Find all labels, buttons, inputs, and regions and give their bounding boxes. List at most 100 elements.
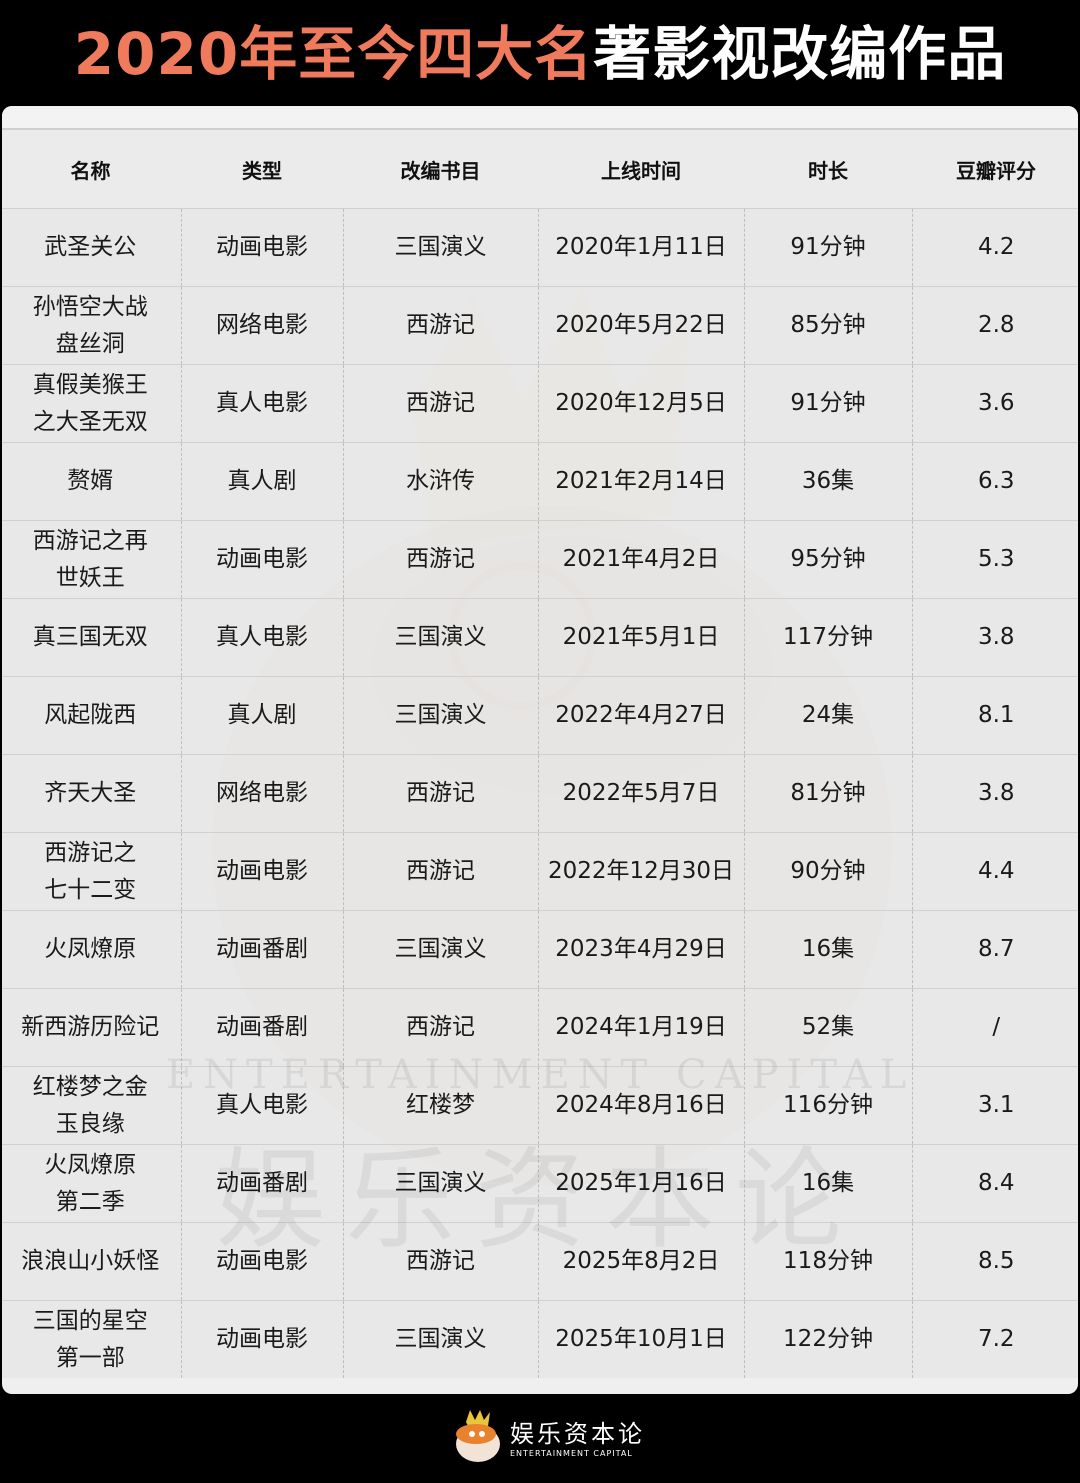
table-row: 火凤燎原 动画番剧 三国演义 2023年4月29日 16集 8.7 [2, 910, 1078, 989]
cell-duration: 117分钟 [743, 598, 912, 677]
table-row: 三国的星空 第一部 动画电影 三国演义 2025年10月1日 122分钟 7.2 [2, 1300, 1078, 1378]
cell-douban-score: 5.3 [911, 520, 1078, 599]
cell-douban-score: 8.7 [911, 910, 1078, 989]
table-row: 火凤燎原 第二季 动画番剧 三国演义 2025年1月16日 16集 8.4 [2, 1144, 1078, 1223]
cell-duration: 16集 [743, 1144, 912, 1223]
cell-release-date: 2020年1月11日 [537, 208, 744, 287]
cell-name: 新西游历险记 [2, 988, 181, 1067]
adaptations-table: 名称 类型 改编书目 上线时间 时长 豆瓣评分 武圣关公 动画电影 三国演义 2020… [2, 130, 1078, 1378]
cell-source-book: 西游记 [342, 1222, 538, 1301]
cell-name: 齐天大圣 [2, 754, 181, 833]
cell-name: 武圣关公 [2, 208, 181, 287]
header-duration: 时长 [744, 130, 912, 209]
cell-douban-score: 3.8 [911, 754, 1078, 833]
cell-douban-score: 3.6 [911, 364, 1078, 443]
table-row: 新西游历险记 动画番剧 西游记 2024年1月19日 52集 / [2, 988, 1078, 1067]
cell-name: 浪浪山小妖怪 [2, 1222, 181, 1301]
cell-name: 火凤燎原 [2, 910, 181, 989]
cell-release-date: 2021年4月2日 [537, 520, 744, 599]
cell-release-date: 2022年5月7日 [537, 754, 744, 833]
header-source-book: 改编书目 [343, 130, 538, 209]
cell-release-date: 2025年8月2日 [537, 1222, 744, 1301]
cell-type: 动画番剧 [180, 988, 343, 1067]
cell-source-book: 三国演义 [342, 676, 538, 755]
cell-source-book: 三国演义 [342, 1144, 538, 1223]
cell-name: 三国的星空 第一部 [2, 1300, 181, 1378]
cell-name: 火凤燎原 第二季 [2, 1144, 181, 1223]
table-row: 西游记之 七十二变 动画电影 西游记 2022年12月30日 90分钟 4.4 [2, 832, 1078, 911]
table-row: 真三国无双 真人电影 三国演义 2021年5月1日 117分钟 3.8 [2, 598, 1078, 677]
table-row: 红楼梦之金 玉良缘 真人电影 红楼梦 2024年8月16日 116分钟 3.1 [2, 1066, 1078, 1145]
cell-type: 动画电影 [180, 1300, 343, 1378]
cell-douban-score: 3.1 [911, 1066, 1078, 1145]
cell-type: 真人电影 [180, 598, 343, 677]
cell-release-date: 2024年1月19日 [537, 988, 744, 1067]
cell-type: 动画番剧 [180, 910, 343, 989]
page-title: 2020年至今四大名著影视改编作品 [0, 18, 1080, 90]
cell-source-book: 西游记 [342, 988, 538, 1067]
cell-douban-score: 8.1 [911, 676, 1078, 755]
cell-type: 真人剧 [180, 676, 343, 755]
cell-source-book: 西游记 [342, 286, 538, 365]
cell-release-date: 2025年1月16日 [537, 1144, 744, 1223]
cell-type: 真人电影 [180, 1066, 343, 1145]
cell-douban-score: 3.8 [911, 598, 1078, 677]
cell-name: 西游记之再 世妖王 [2, 520, 181, 599]
cell-duration: 116分钟 [743, 1066, 912, 1145]
cell-release-date: 2020年12月5日 [537, 364, 744, 443]
cell-name: 红楼梦之金 玉良缘 [2, 1066, 181, 1145]
table-row: 风起陇西 真人剧 三国演义 2022年4月27日 24集 8.1 [2, 676, 1078, 755]
cell-douban-score: / [911, 988, 1078, 1067]
table-header-row: 名称 类型 改编书目 上线时间 时长 豆瓣评分 [2, 130, 1078, 209]
footer-logo-cn: 娱乐资本论 [510, 1420, 645, 1448]
cell-source-book: 西游记 [342, 832, 538, 911]
cell-source-book: 三国演义 [342, 1300, 538, 1378]
cell-duration: 90分钟 [743, 832, 912, 911]
cell-release-date: 2025年10月1日 [537, 1300, 744, 1378]
cell-release-date: 2020年5月22日 [537, 286, 744, 365]
table-card: 名称 类型 改编书目 上线时间 时长 豆瓣评分 武圣关公 动画电影 三国演义 2020… [2, 106, 1078, 1394]
cell-type: 真人剧 [180, 442, 343, 521]
cell-duration: 91分钟 [743, 364, 912, 443]
cell-release-date: 2021年2月14日 [537, 442, 744, 521]
cell-release-date: 2022年4月27日 [537, 676, 744, 755]
table-row: 赘婿 真人剧 水浒传 2021年2月14日 36集 6.3 [2, 442, 1078, 521]
cell-name: 风起陇西 [2, 676, 181, 755]
cell-douban-score: 4.4 [911, 832, 1078, 911]
cell-type: 网络电影 [180, 754, 343, 833]
cell-source-book: 西游记 [342, 520, 538, 599]
table-row: 真假美猴王 之大圣无双 真人电影 西游记 2020年12月5日 91分钟 3.6 [2, 364, 1078, 443]
cell-release-date: 2023年4月29日 [537, 910, 744, 989]
cell-duration: 85分钟 [743, 286, 912, 365]
cell-type: 动画电影 [180, 1222, 343, 1301]
cell-type: 网络电影 [180, 286, 343, 365]
cell-duration: 81分钟 [743, 754, 912, 833]
cell-duration: 118分钟 [743, 1222, 912, 1301]
cell-release-date: 2022年12月30日 [537, 832, 744, 911]
cell-name: 孙悟空大战 盘丝洞 [2, 286, 181, 365]
footer-logo-en: ENTERTAINMENT CAPITAL [510, 1449, 633, 1458]
cell-release-date: 2021年5月1日 [537, 598, 744, 677]
header-type: 类型 [181, 130, 343, 209]
footer-logo: 娱乐资本论 ENTERTAINMENT CAPITAL [446, 1408, 645, 1464]
cell-name: 真三国无双 [2, 598, 181, 677]
cell-duration: 24集 [743, 676, 912, 755]
cell-duration: 122分钟 [743, 1300, 912, 1378]
cell-name: 真假美猴王 之大圣无双 [2, 364, 181, 443]
cell-type: 真人电影 [180, 364, 343, 443]
cell-douban-score: 4.2 [911, 208, 1078, 287]
cell-name: 赘婿 [2, 442, 181, 521]
cell-type: 动画电影 [180, 520, 343, 599]
title-highlight: 2020年至今四大名 [73, 20, 594, 88]
cell-duration: 52集 [743, 988, 912, 1067]
cell-douban-score: 8.4 [911, 1144, 1078, 1223]
header-release-date: 上线时间 [538, 130, 744, 209]
cell-douban-score: 6.3 [911, 442, 1078, 521]
title-rest: 著影视改编作品 [593, 20, 1007, 88]
cell-type: 动画电影 [180, 208, 343, 287]
cell-source-book: 水浒传 [342, 442, 538, 521]
cell-douban-score: 8.5 [911, 1222, 1078, 1301]
cell-source-book: 三国演义 [342, 910, 538, 989]
cell-type: 动画番剧 [180, 1144, 343, 1223]
cell-source-book: 红楼梦 [342, 1066, 538, 1145]
